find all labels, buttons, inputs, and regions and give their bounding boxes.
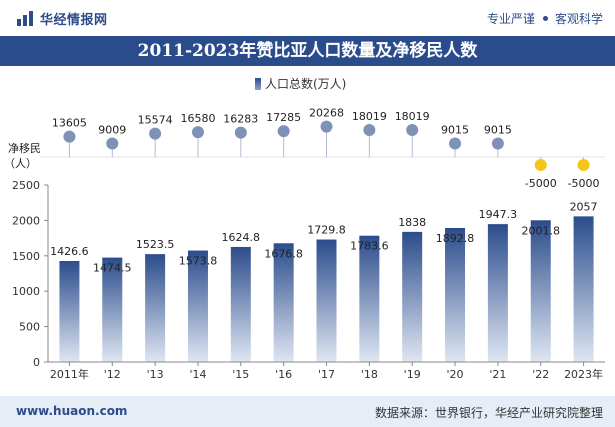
migration-value-label: 13605 <box>52 117 87 130</box>
y-tick-label: 1500 <box>12 250 40 263</box>
footer-source: 数据来源：世界银行，华经产业研究院整理 <box>374 406 603 420</box>
population-value-label: 1892.8 <box>436 232 475 245</box>
chart-area: 人口总数(万人) 净移民 （人） 13605 9009 15574 16580 1628… <box>4 76 605 381</box>
population-value-label: 1573.8 <box>179 255 218 268</box>
population-bar <box>230 246 251 362</box>
x-tick-label: '18 <box>361 368 378 381</box>
migration-value-label: 18019 <box>352 110 387 123</box>
migration-axis-label-line-2: （人） <box>4 157 37 170</box>
migration-marker <box>449 137 462 150</box>
population-value-label: 1729.8 <box>307 224 346 237</box>
x-tick-label: '13 <box>147 368 164 381</box>
brand-logo-icon <box>17 11 33 26</box>
migration-marker <box>363 123 376 136</box>
population-value-label: 1783.6 <box>350 240 389 253</box>
migration-marker <box>534 159 547 171</box>
population-value-label: 2057 <box>570 200 598 213</box>
population-value-label: 1624.8 <box>222 231 261 244</box>
migration-marker <box>577 159 590 171</box>
y-tick-label: 2500 <box>12 179 40 192</box>
footer-website[interactable]: www.huaon.com <box>16 404 128 418</box>
migration-value-label: 16283 <box>223 113 258 126</box>
population-bar <box>59 260 80 362</box>
population-bar <box>187 250 208 362</box>
migration-value-label: 17285 <box>266 111 301 124</box>
migration-value-label: -5000 <box>568 177 600 190</box>
x-tick-label: '22 <box>532 368 549 381</box>
x-tick-label: 2011年 <box>50 367 89 381</box>
migration-marker <box>491 137 504 150</box>
migration-value-label: 9009 <box>98 123 126 136</box>
x-tick-label: '19 <box>404 368 421 381</box>
population-bar <box>530 220 551 362</box>
population-value-label: 1426.6 <box>50 245 89 258</box>
footer: www.huaon.com 数据来源：世界银行，华经产业研究院整理 <box>0 396 615 427</box>
population-bar <box>487 224 508 362</box>
x-tick-label: '20 <box>447 368 464 381</box>
x-tick-label: '15 <box>232 368 249 381</box>
migration-value-label: 9015 <box>441 123 469 136</box>
migration-layer: 13605 9009 15574 16580 16283 17285 20268 18019 1… <box>52 107 600 190</box>
migration-marker <box>106 137 119 150</box>
population-value-label: 1838 <box>398 216 426 229</box>
migration-value-label: 9015 <box>484 123 512 136</box>
legend: 人口总数(万人) <box>255 76 346 91</box>
migration-value-label: 15574 <box>138 114 173 127</box>
migration-marker <box>234 126 247 139</box>
migration-marker <box>191 126 204 139</box>
migration-marker <box>277 125 290 138</box>
title-band: 2011-2023年赞比亚人口数量及净移民人数 <box>0 36 615 66</box>
x-tick-label: '16 <box>275 368 292 381</box>
migration-value-label: 16580 <box>180 112 215 125</box>
migration-value-label: -5000 <box>525 177 557 190</box>
y-tick-label: 2000 <box>12 214 40 227</box>
x-tick-label: '12 <box>104 368 121 381</box>
migration-axis-label-line-1: 净移民 <box>8 141 41 155</box>
separator-dot-icon <box>542 16 548 21</box>
population-value-label: 2001.8 <box>521 224 560 237</box>
population-bar <box>402 231 423 362</box>
x-tick-label: '14 <box>189 368 206 381</box>
migration-value-label: 18019 <box>395 110 430 123</box>
y-tick-label: 1000 <box>12 285 40 298</box>
population-value-label: 1474.5 <box>93 262 132 275</box>
header-tags: 专业严谨 客观科学 <box>487 10 603 27</box>
brand[interactable]: 华经情报网 <box>16 9 108 28</box>
population-value-label: 1676.8 <box>264 247 303 260</box>
chart-title: 2011-2023年赞比亚人口数量及净移民人数 <box>137 41 478 61</box>
x-axis: 2011年 '12 '13 '14 '15 '16 '17 '18 '19 '20 '21 '22 20… <box>48 361 605 381</box>
population-bar <box>573 216 594 362</box>
population-bar <box>145 254 166 362</box>
legend-label: 人口总数(万人) <box>265 76 346 91</box>
tag-right: 客观科学 <box>554 12 603 26</box>
migration-marker <box>63 130 76 143</box>
migration-value-label: 20268 <box>309 107 344 120</box>
x-tick-label: 2023年 <box>564 367 603 381</box>
population-bar <box>316 239 337 362</box>
migration-marker <box>149 127 162 140</box>
y-tick-label: 0 <box>33 356 40 369</box>
population-bar <box>102 257 123 362</box>
top-bar: 华经情报网 专业严谨 客观科学 <box>0 0 615 36</box>
brand-name: 华经情报网 <box>40 13 108 28</box>
y-axis: 0 500 1000 1500 2000 2500 <box>12 179 49 369</box>
legend-swatch <box>255 78 261 90</box>
y-tick-label: 500 <box>19 321 40 334</box>
population-value-label: 1947.3 <box>479 208 518 221</box>
tag-left: 专业严谨 <box>486 12 535 26</box>
x-tick-label: '21 <box>489 368 506 381</box>
migration-axis-label: 净移民 （人） <box>4 141 41 170</box>
population-bar <box>445 227 466 362</box>
x-tick-label: '17 <box>318 368 335 381</box>
migration-marker <box>320 120 333 133</box>
migration-marker <box>406 123 419 136</box>
population-bar <box>359 235 380 362</box>
population-value-label: 1523.5 <box>136 238 175 251</box>
population-bar <box>273 243 294 362</box>
